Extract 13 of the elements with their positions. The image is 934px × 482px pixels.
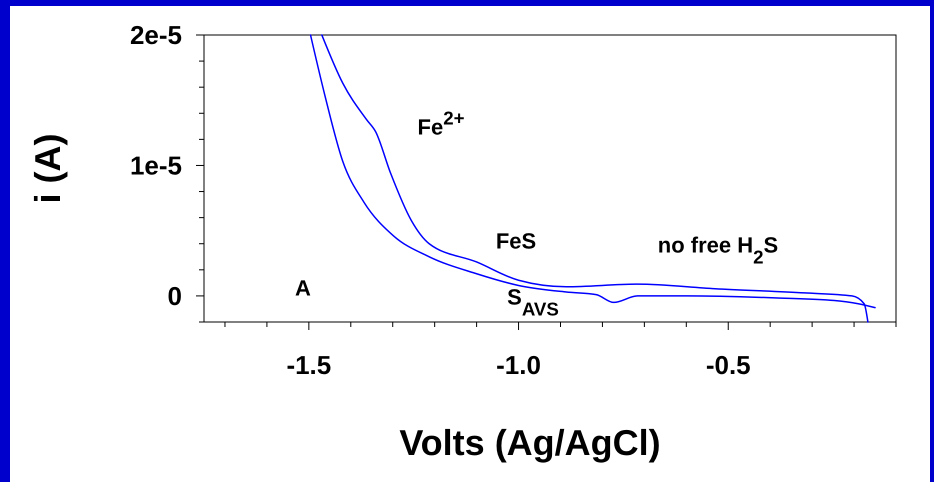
annotation: S$_{AVS}$ — [507, 284, 559, 320]
x-tick-label: -0.5 — [706, 350, 751, 380]
annotation: no free H$_{2}$S — [658, 232, 778, 268]
annotation: A — [295, 276, 312, 301]
y-tick-label: 1e-5 — [130, 150, 182, 181]
x-axis-title: Volts (Ag/AgCl) — [399, 422, 661, 463]
annotation: FeS — [496, 228, 536, 254]
x-tick-label: -1.5 — [286, 350, 332, 380]
y-tick-label: 2e-5 — [130, 20, 182, 50]
annotation: Fe$^{2+}$ — [418, 107, 465, 140]
y-tick-label: 0 — [168, 281, 182, 312]
y-axis-title: i (A) — [27, 134, 68, 204]
x-tick-label: -1.0 — [496, 350, 541, 380]
